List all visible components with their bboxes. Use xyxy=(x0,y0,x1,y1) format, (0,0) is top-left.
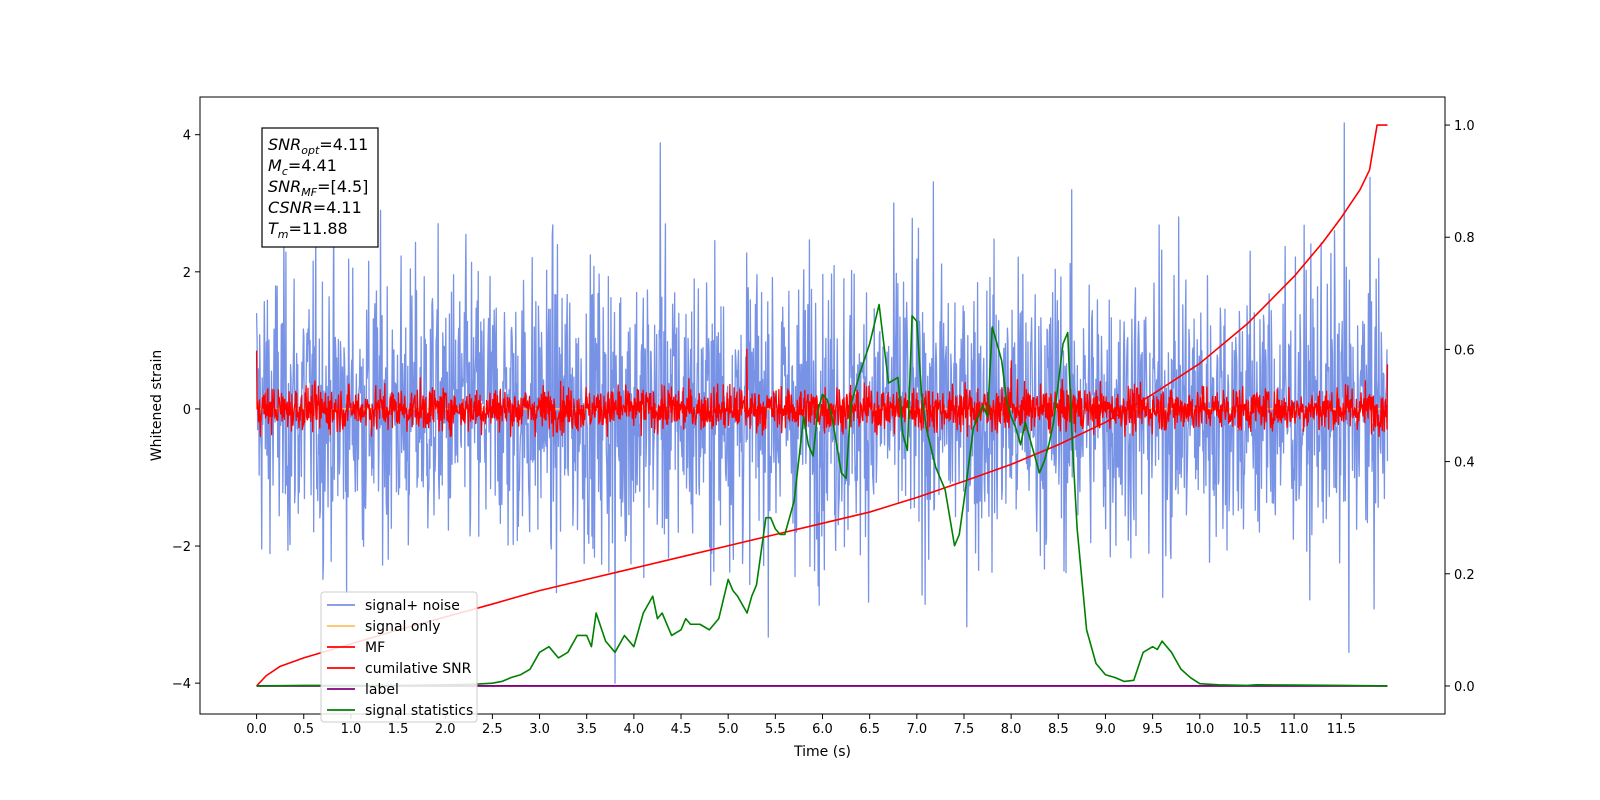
legend-label: signal only xyxy=(365,619,440,635)
legend-label: signal statistics xyxy=(365,703,473,719)
x-tick-label: 10.0 xyxy=(1185,722,1214,737)
y2-tick-label: 0.8 xyxy=(1454,231,1475,246)
x-tick-label: 2.5 xyxy=(482,722,503,737)
x-tick-label: 1.5 xyxy=(388,722,409,737)
annotation-subscript: c xyxy=(282,165,288,178)
x-tick-label: 11.5 xyxy=(1327,722,1356,737)
annotation-value: =4.41 xyxy=(288,156,337,175)
x-tick-label: 3.0 xyxy=(529,722,550,737)
x-tick-label: 10.5 xyxy=(1232,722,1261,737)
x-tick-label: 0.5 xyxy=(293,722,314,737)
y-tick-label: −2 xyxy=(172,540,191,555)
annotation-symbol: T xyxy=(268,219,279,238)
legend-label: signal+ noise xyxy=(365,598,460,614)
y2-tick-label: 0.4 xyxy=(1454,456,1475,471)
x-tick-label: 4.5 xyxy=(671,722,692,737)
y2-tick-label: 0.0 xyxy=(1454,680,1475,695)
x-tick-label: 6.5 xyxy=(859,722,880,737)
y-tick-label: 2 xyxy=(183,266,191,281)
x-tick-label: 11.0 xyxy=(1280,722,1309,737)
annotation-symbol: SNR xyxy=(268,177,301,196)
y2-tick-label: 0.6 xyxy=(1454,343,1475,358)
series-signal-statistics xyxy=(256,303,1388,687)
annotation-box: SNRopt=4.11Mc=4.41SNRMF=[4.5]CSNR=4.11Tm… xyxy=(261,127,379,248)
x-tick-label: 9.5 xyxy=(1142,722,1163,737)
annotation-value: =[4.5] xyxy=(317,177,368,196)
x-tick-label: 2.0 xyxy=(435,722,456,737)
x-tick-label: 1.0 xyxy=(341,722,362,737)
x-tick-label: 8.5 xyxy=(1048,722,1069,737)
y-tick-label: −4 xyxy=(172,677,191,692)
annotation-value: =4.11 xyxy=(313,198,362,217)
annotation-line: Tm=11.88 xyxy=(268,219,348,241)
annotation-line: SNRMF=[4.5] xyxy=(268,177,368,199)
annotation-subscript: opt xyxy=(301,144,320,157)
y2-tick-label: 1.0 xyxy=(1454,119,1475,134)
annotation-subscript: m xyxy=(278,228,289,241)
x-tick-label: 6.0 xyxy=(812,722,833,737)
x-axis-label: Time (s) xyxy=(793,744,851,760)
series-mf xyxy=(255,348,1389,438)
annotation-line: Mc=4.41 xyxy=(268,156,337,178)
annotation-subscript: MF xyxy=(301,186,317,199)
x-tick-label: 0.0 xyxy=(246,722,267,737)
annotation-symbol: SNR xyxy=(268,135,301,154)
annotation-line: SNRopt=4.11 xyxy=(268,135,368,157)
legend: signal+ noise signal only MF cumilative SNR… xyxy=(320,591,478,723)
x-tick-label: 7.5 xyxy=(954,722,975,737)
x-tick-label: 9.0 xyxy=(1095,722,1116,737)
x-tick-label: 3.5 xyxy=(576,722,597,737)
annotation-symbol: M xyxy=(268,156,282,175)
annotation-value: =11.88 xyxy=(289,219,348,238)
x-tick-label: 5.5 xyxy=(765,722,786,737)
x-tick-label: 8.0 xyxy=(1001,722,1022,737)
y-axis-label: Whitened strain xyxy=(149,350,165,461)
y-tick-label: 0 xyxy=(183,403,191,418)
legend-label: label xyxy=(365,682,399,698)
y-tick-label: 4 xyxy=(183,129,191,144)
annotation-symbol: CSNR xyxy=(268,198,313,217)
legend-label: MF xyxy=(365,640,385,656)
y2-tick-label: 0.2 xyxy=(1454,568,1475,583)
x-tick-label: 4.0 xyxy=(624,722,645,737)
legend-label: cumilative SNR xyxy=(365,661,472,677)
annotation-line: CSNR=4.11 xyxy=(268,198,362,217)
annotation-frame xyxy=(261,127,379,248)
annotation-value: =4.11 xyxy=(319,135,368,154)
x-tick-label: 7.0 xyxy=(906,722,927,737)
x-tick-label: 5.0 xyxy=(718,722,739,737)
legend-frame xyxy=(320,591,478,723)
